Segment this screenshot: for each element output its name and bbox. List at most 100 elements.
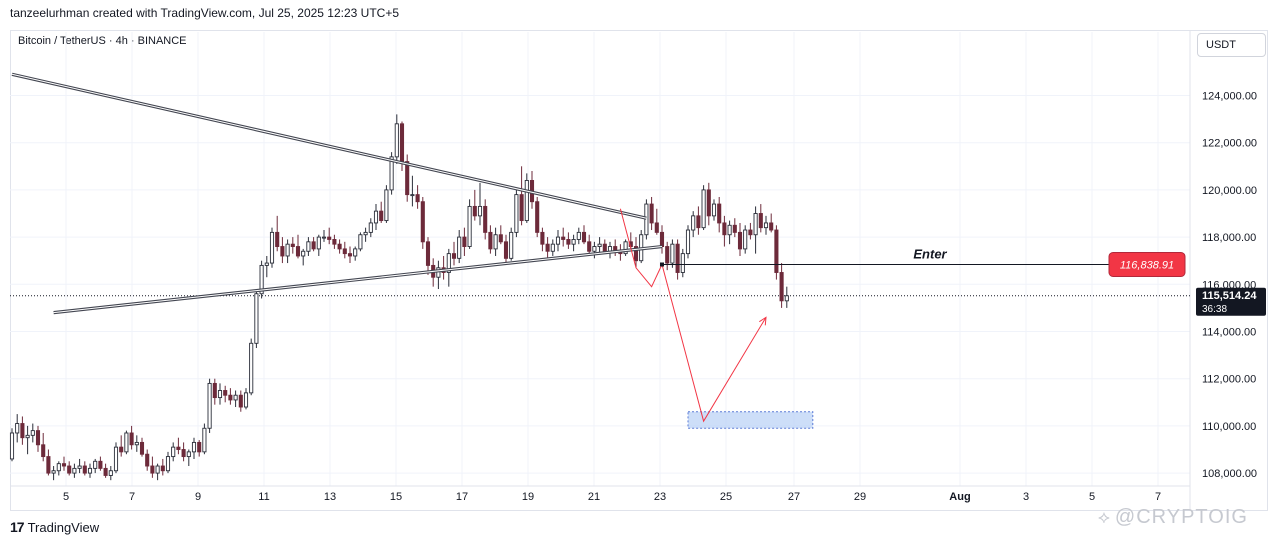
candle-body (691, 215, 696, 231)
candle-body (737, 231, 743, 250)
candle-body (46, 456, 51, 474)
candle-body (233, 394, 238, 401)
current-price-value: 115,514.24 (1202, 290, 1257, 302)
candle (457, 230, 462, 264)
x-tick-label: 3 (1023, 491, 1029, 503)
candle-body (295, 246, 301, 257)
candle-body (72, 467, 77, 474)
candle-body (722, 222, 727, 236)
candle-body (685, 229, 691, 255)
candle (77, 458, 82, 474)
candle (711, 199, 717, 221)
candle (181, 442, 186, 462)
candle (519, 166, 524, 226)
candle-body (254, 293, 259, 344)
candle (576, 227, 581, 245)
candle-body (462, 236, 467, 247)
candle (353, 246, 358, 261)
candle (670, 239, 675, 268)
candle-body (87, 467, 93, 474)
symbol-title[interactable]: Bitcoin / TetherUS · 4h · BINANCE (18, 35, 187, 47)
watermark: ⟡ @CRYPTOIG (1098, 506, 1248, 529)
y-tick-label: 124,000.00 (1202, 91, 1257, 103)
candle-body (670, 243, 675, 264)
candle-body (327, 236, 332, 240)
y-tick-label: 122,000.00 (1202, 138, 1257, 150)
x-tick-label: 5 (63, 491, 69, 503)
candle-body (451, 253, 457, 259)
candle-body (727, 224, 732, 236)
candle (743, 225, 748, 254)
candle (561, 227, 566, 247)
candle (722, 215, 727, 247)
candle-body (711, 203, 717, 217)
candle-body (483, 205, 488, 233)
candle-body (758, 213, 763, 229)
candle (129, 425, 134, 450)
candle (550, 239, 555, 256)
candle-body (769, 222, 774, 231)
candle (623, 239, 628, 256)
candle-body (264, 262, 269, 266)
candle-body (524, 180, 529, 222)
candle-body (212, 382, 217, 399)
candle-body (696, 215, 701, 229)
candle (259, 260, 264, 299)
candle-body (176, 446, 181, 450)
share-icon: ⟡ (1098, 507, 1111, 527)
candle (717, 196, 722, 233)
candle (280, 237, 285, 264)
candle-body (113, 446, 119, 472)
candle-body (535, 201, 540, 233)
candle (223, 385, 228, 403)
candle (119, 435, 124, 457)
candle (535, 196, 540, 238)
candle (654, 208, 659, 235)
candle (545, 237, 550, 259)
candle-body (420, 201, 425, 243)
candle (139, 437, 145, 457)
candle-body (186, 451, 191, 458)
candle (217, 383, 223, 405)
candle (186, 449, 191, 467)
candle (514, 187, 519, 238)
candle-body (67, 465, 72, 474)
candle (347, 246, 353, 264)
candle (462, 227, 467, 256)
candle (25, 425, 30, 455)
candle (15, 414, 20, 443)
candle (176, 437, 181, 455)
x-tick-label: 29 (854, 491, 866, 503)
candle-body (98, 460, 103, 469)
candle (581, 225, 587, 245)
chart-author-line: tanzeelurhman created with TradingView.c… (10, 6, 400, 20)
candle-body (337, 243, 342, 250)
tradingview-logo[interactable]: 17 TradingView (10, 519, 99, 535)
candle (202, 423, 207, 455)
candle (685, 225, 691, 259)
candle (311, 237, 316, 252)
candle-body (119, 446, 124, 453)
candle (134, 435, 139, 452)
candle-body (134, 441, 139, 446)
candle-body (280, 246, 285, 257)
candle-body (259, 264, 264, 295)
candle (639, 230, 644, 264)
candle (233, 390, 238, 408)
candle (30, 423, 35, 443)
candle (285, 239, 290, 264)
currency-selector[interactable]: USDT (1197, 33, 1266, 57)
candle (165, 451, 171, 474)
candle (529, 171, 535, 209)
candle-body (498, 234, 503, 243)
candle (748, 222, 753, 240)
entry-price-tag-text: 116,838.91 (1120, 260, 1174, 272)
candle-body (353, 248, 358, 257)
candle-body (717, 203, 722, 224)
candle-body (145, 453, 150, 467)
entry-price-tag: 116,838.91 (1108, 252, 1186, 278)
candle (46, 449, 51, 476)
candle-body (103, 467, 108, 476)
candle (691, 211, 696, 238)
